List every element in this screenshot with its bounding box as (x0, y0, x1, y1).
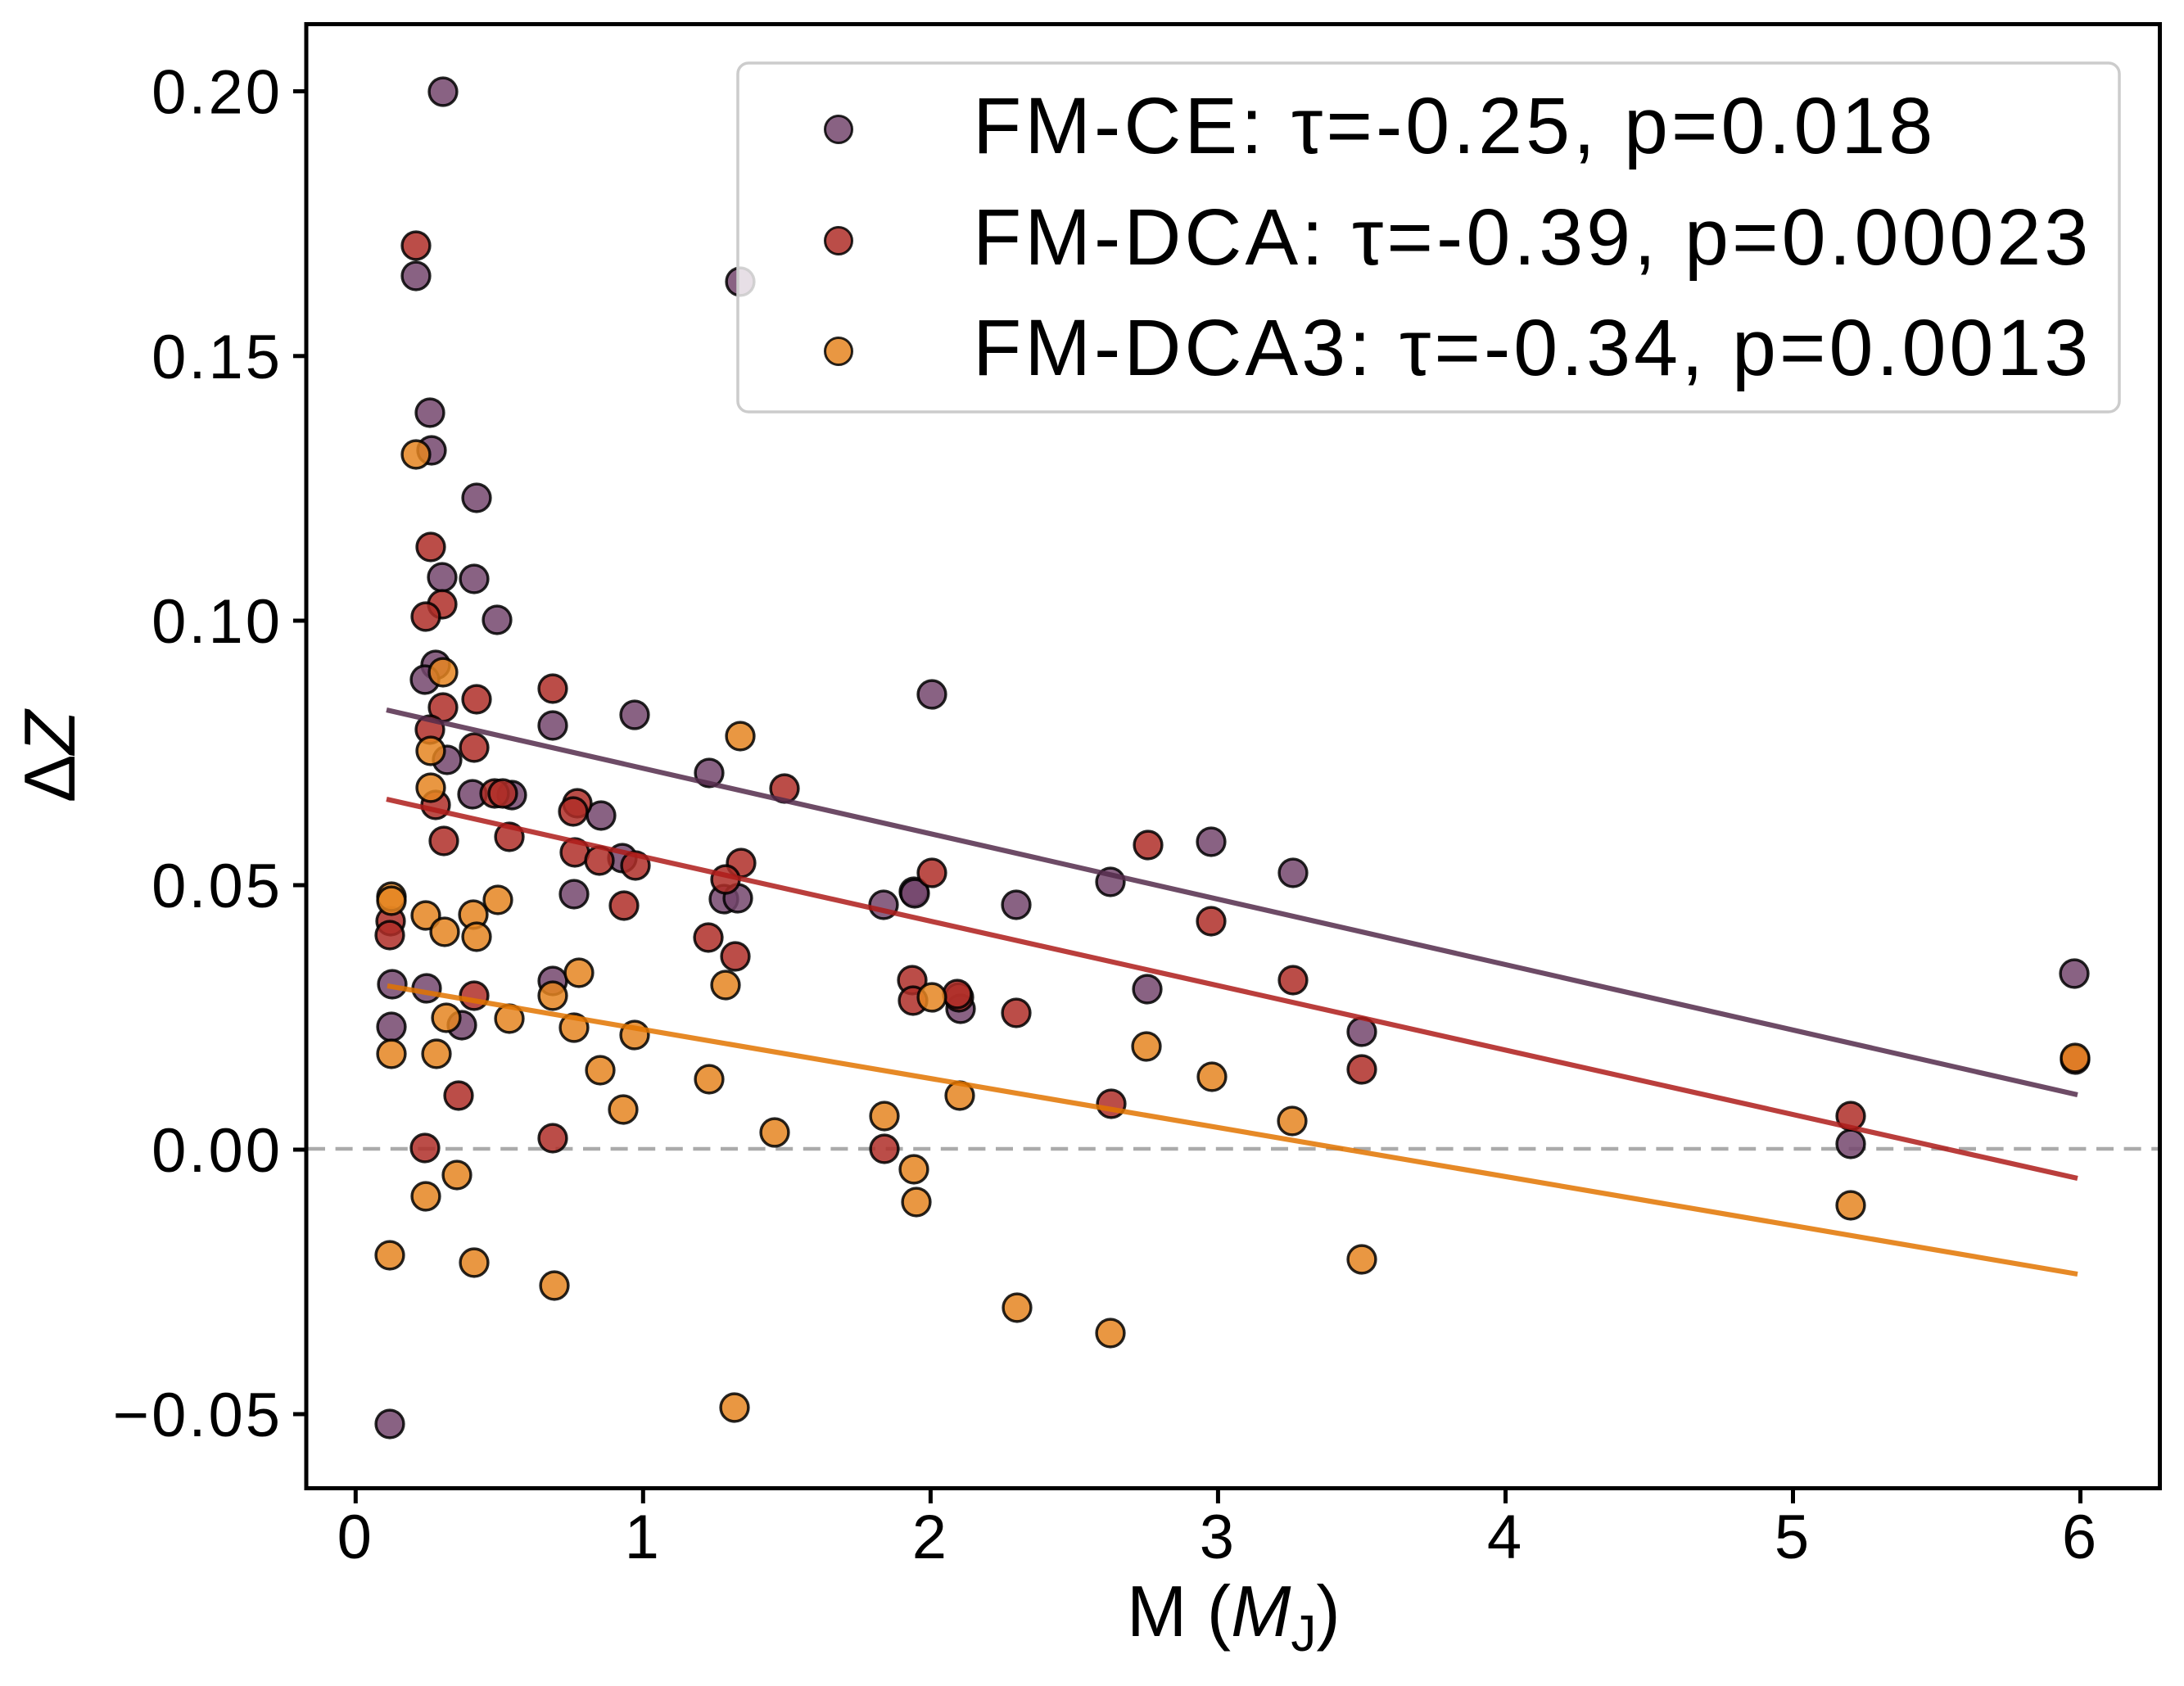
svg-text:5: 5 (1775, 1503, 1811, 1572)
svg-text:0.00: 0.00 (151, 1116, 283, 1186)
svg-text:M (MJ): M (MJ) (1127, 1571, 1341, 1662)
svg-text:FM-DCA: τ=-0.39, p=0.00023: FM-DCA: τ=-0.39, p=0.00023 (973, 192, 2091, 282)
svg-text:FM-CE: τ=-0.25, p=0.018: FM-CE: τ=-0.25, p=0.018 (973, 81, 1936, 170)
svg-text:0: 0 (337, 1503, 374, 1572)
svg-text:3: 3 (1200, 1503, 1237, 1572)
svg-text:−0.05: −0.05 (113, 1381, 283, 1450)
svg-text:0.20: 0.20 (151, 58, 283, 128)
svg-text:0.10: 0.10 (151, 587, 283, 657)
svg-text:0.15: 0.15 (151, 323, 283, 392)
svg-text:ΔZ: ΔZ (9, 707, 90, 802)
svg-text:0.05: 0.05 (151, 852, 283, 921)
svg-text:FM-DCA3: τ=-0.34, p=0.0013: FM-DCA3: τ=-0.34, p=0.0013 (973, 303, 2091, 392)
svg-text:4: 4 (1487, 1503, 1524, 1572)
svg-text:6: 6 (2062, 1503, 2099, 1572)
svg-text:2: 2 (912, 1503, 949, 1572)
svg-text:1: 1 (625, 1503, 662, 1572)
